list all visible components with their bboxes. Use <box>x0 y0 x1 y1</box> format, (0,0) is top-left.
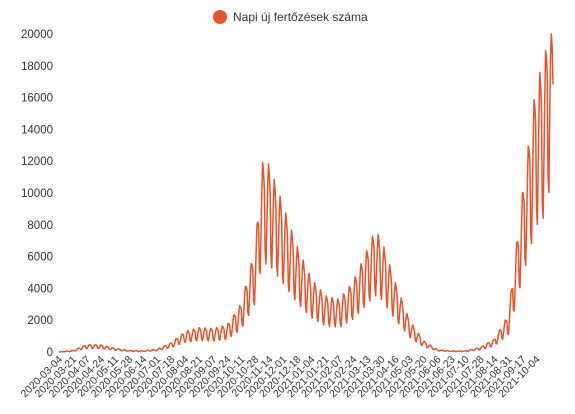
y-tick-label: 10000 <box>21 188 53 200</box>
y-tick-label: 16000 <box>21 93 53 105</box>
y-tick-label: 2000 <box>27 315 53 327</box>
y-tick-label: 14000 <box>21 124 53 136</box>
legend[interactable]: Napi új fertőzések száma <box>213 10 368 24</box>
y-tick-label: 20000 <box>21 29 53 41</box>
y-tick-label: 8000 <box>27 220 53 232</box>
x-axis: 2020-03-042020-03-212020-04-072020-04-24… <box>19 354 543 401</box>
y-tick-label: 0 <box>47 347 53 359</box>
y-axis: 0 2000 4000 6000 8000 10000 12000 14000 16000 180… <box>21 29 53 359</box>
series-line <box>58 33 554 353</box>
y-tick-label: 18000 <box>21 61 53 73</box>
y-tick-label: 12000 <box>21 156 53 168</box>
y-tick-label: 4000 <box>27 283 53 295</box>
legend-label: Napi új fertőzések száma <box>233 10 368 24</box>
series-group <box>58 33 554 353</box>
y-tick-label: 6000 <box>27 252 53 264</box>
legend-marker <box>213 10 227 24</box>
